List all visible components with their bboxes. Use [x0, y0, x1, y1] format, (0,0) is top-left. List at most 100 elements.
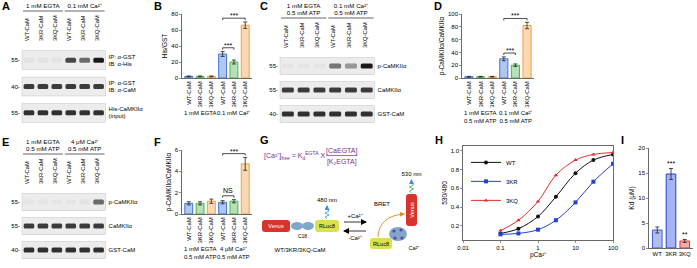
svg-text:0.1: 0.1: [496, 245, 505, 251]
svg-text:WT/3KR/3KQ-CaM: WT/3KR/3KQ-CaM: [274, 247, 325, 253]
svg-text:0.1 mM Ca²⁺: 0.1 mM Ca²⁺: [68, 2, 102, 9]
svg-text:WT-CaM: WT-CaM: [330, 25, 336, 48]
svg-text:WT-CaM: WT-CaM: [66, 161, 72, 184]
svg-text:3KR-CaM: 3KR-CaM: [197, 217, 203, 243]
svg-text:1 mM EGTA: 1 mM EGTA: [26, 138, 60, 145]
svg-text:3KQ-CaM: 3KQ-CaM: [208, 81, 214, 108]
svg-text:3KQ-CaM: 3KQ-CaM: [489, 81, 495, 108]
svg-text:p-CaMKIIα: p-CaMKIIα: [109, 199, 138, 205]
svg-text:***: ***: [511, 12, 519, 19]
svg-text:4 μM Ca²⁺: 4 μM Ca²⁺: [71, 138, 99, 145]
svg-text:***: ***: [667, 160, 675, 167]
svg-text:[Ca²⁺]free = KdEGTA X: [Ca²⁺]free = KdEGTA X: [264, 150, 325, 161]
svg-text:2: 2: [175, 190, 179, 196]
svg-text:20: 20: [171, 59, 178, 65]
svg-text:4 μM Ca²⁺0.5 mM ATP: 4 μM Ca²⁺0.5 mM ATP: [217, 246, 250, 260]
svg-text:40: 40: [171, 43, 178, 49]
svg-text:20: 20: [451, 62, 458, 68]
svg-text:1.0: 1.0: [451, 148, 460, 154]
svg-text:3KQ-CaM: 3KQ-CaM: [242, 81, 248, 108]
svg-text:[K₂EGTA]: [K₂EGTA]: [327, 158, 357, 166]
svg-text:C18: C18: [298, 233, 307, 239]
svg-text:3KR: 3KR: [665, 251, 677, 257]
svg-text:BRET: BRET: [374, 201, 390, 207]
svg-text:55-: 55-: [11, 223, 20, 229]
svg-text:WT-CaM: WT-CaM: [220, 81, 226, 105]
svg-text:0.01: 0.01: [457, 245, 469, 251]
svg-text:3KQ-CaM: 3KQ-CaM: [94, 158, 100, 184]
svg-text:80: 80: [171, 11, 178, 17]
svg-text:3KR: 3KR: [506, 179, 518, 185]
svg-text:0: 0: [455, 75, 459, 81]
svg-text:WT-CaM: WT-CaM: [186, 81, 192, 105]
svg-text:10: 10: [572, 245, 579, 251]
svg-text:530 nm: 530 nm: [401, 171, 421, 177]
svg-text:3KQ-CaM: 3KQ-CaM: [362, 22, 368, 48]
svg-text:His/GST: His/GST: [161, 34, 168, 59]
svg-text:3KR-CaM: 3KR-CaM: [478, 81, 484, 107]
svg-text:Venus: Venus: [268, 223, 284, 229]
svg-text:RLuc8: RLuc8: [373, 241, 389, 247]
svg-text:55-: 55-: [11, 110, 20, 116]
svg-text:***: ***: [230, 148, 238, 155]
svg-text:3KQ-CaM: 3KQ-CaM: [314, 22, 320, 48]
svg-text:3KQ: 3KQ: [506, 198, 518, 204]
svg-text:0.5 mM ATP: 0.5 mM ATP: [287, 9, 321, 16]
svg-text:IP: α-GST: IP: α-GST: [109, 80, 136, 86]
svg-text:1 mM EGTA: 1 mM EGTA: [26, 2, 60, 9]
svg-text:IB: α-CaM: IB: α-CaM: [109, 87, 136, 93]
svg-text:100: 100: [448, 11, 459, 17]
svg-text:55-: 55-: [11, 57, 20, 63]
svg-text:***: ***: [224, 42, 232, 49]
svg-text:3KQ-CaM: 3KQ-CaM: [52, 158, 58, 184]
svg-text:WT-CaM: WT-CaM: [186, 217, 192, 241]
svg-text:3KR-CaM: 3KR-CaM: [197, 81, 203, 107]
svg-text:1: 1: [536, 245, 540, 251]
svg-text:0.2: 0.2: [451, 223, 460, 229]
svg-text:0.1 mM Ca²⁺0.5 mM ATP: 0.1 mM Ca²⁺0.5 mM ATP: [499, 110, 532, 124]
svg-text:WT: WT: [506, 160, 516, 166]
svg-text:40-: 40-: [11, 247, 20, 253]
svg-text:3KQ-CaM: 3KQ-CaM: [94, 15, 100, 41]
svg-text:p-CaMKIIα: p-CaMKIIα: [378, 63, 407, 69]
svg-text:GST-CaM: GST-CaM: [378, 111, 405, 117]
svg-text:4: 4: [175, 168, 179, 174]
svg-text:Ca²⁺: Ca²⁺: [409, 245, 420, 251]
svg-text:3KR-CaM: 3KR-CaM: [512, 81, 518, 107]
svg-text:3KR-CaM: 3KR-CaM: [38, 158, 44, 184]
svg-text:0.8: 0.8: [451, 167, 460, 173]
svg-text:3KR-CaM: 3KR-CaM: [38, 15, 44, 41]
svg-text:CaMKIIα: CaMKIIα: [109, 223, 133, 229]
svg-text:0.6: 0.6: [451, 185, 460, 191]
svg-text:***: ***: [506, 47, 514, 54]
svg-text:15: 15: [638, 170, 645, 176]
svg-text:[CaEGTA]: [CaEGTA]: [326, 147, 357, 155]
svg-text:WT-CaM: WT-CaM: [220, 217, 226, 241]
svg-text:WT-CaM: WT-CaM: [283, 25, 289, 48]
svg-text:60: 60: [451, 37, 458, 43]
svg-text:+Ca²⁺: +Ca²⁺: [347, 213, 362, 219]
svg-text:480 nm: 480 nm: [317, 197, 337, 203]
svg-text:3KR-CaM: 3KR-CaM: [346, 22, 352, 48]
svg-text:p-CaMKIIα/CaMKIIα: p-CaMKIIα/CaMKIIα: [438, 17, 446, 76]
svg-text:1 mM EGTA0.5 mM ATP: 1 mM EGTA0.5 mM ATP: [184, 246, 217, 260]
svg-text:55-: 55-: [269, 63, 278, 69]
svg-text:40-: 40-: [269, 111, 278, 117]
svg-text:WT-CaM: WT-CaM: [466, 81, 472, 105]
svg-text:-Ca²⁺: -Ca²⁺: [348, 235, 362, 241]
svg-text:***: ***: [230, 12, 238, 19]
svg-text:6: 6: [175, 147, 179, 153]
svg-text:3KR-CaM: 3KR-CaM: [231, 81, 237, 107]
svg-text:1 mM EGTA0.5 mM ATP: 1 mM EGTA0.5 mM ATP: [464, 110, 497, 124]
svg-text:80: 80: [451, 24, 458, 30]
svg-text:IP: α-GST: IP: α-GST: [109, 54, 136, 60]
svg-text:5: 5: [642, 220, 646, 226]
svg-text:0.1 mM Ca²⁺: 0.1 mM Ca²⁺: [334, 2, 368, 9]
svg-text:0.5 mM ATP: 0.5 mM ATP: [334, 9, 368, 16]
svg-text:WT: WT: [653, 251, 663, 257]
svg-text:0.5 mM ATP: 0.5 mM ATP: [68, 145, 102, 152]
svg-text:Venus: Venus: [409, 202, 415, 218]
svg-text:GST-CaM: GST-CaM: [109, 247, 136, 253]
svg-text:530/480: 530/480: [441, 181, 448, 205]
svg-text:100: 100: [608, 245, 619, 251]
